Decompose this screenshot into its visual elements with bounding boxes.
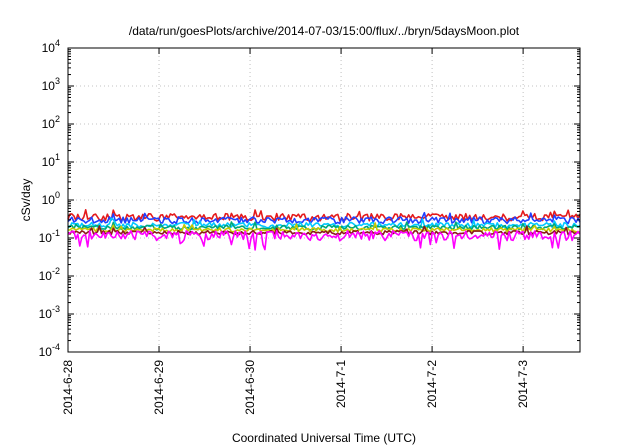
y-tick-label: 10-2	[39, 266, 60, 283]
y-tick-label: 102	[42, 114, 60, 131]
y-axis-label: cSv/day	[19, 179, 33, 222]
y-tick-label: 10-1	[39, 228, 60, 245]
x-tick-labels: 2014-6-28 2014-6-29 2014-6-30 2014-7-1 2014-…	[61, 360, 530, 415]
x-axis-label: Coordinated Universal Time (UTC)	[232, 431, 416, 445]
x-tick-label: 2014-7-1	[334, 360, 348, 408]
y-tick-label: 10-3	[39, 304, 60, 321]
series-line	[67, 222, 581, 233]
y-tick-label: 103	[42, 76, 60, 93]
x-tick-label: 2014-7-3	[516, 360, 530, 408]
series-line	[67, 229, 581, 251]
x-tick-label: 2014-6-30	[243, 360, 257, 415]
y-tick-label: 10-4	[39, 342, 60, 359]
x-tick-label: 2014-6-28	[61, 360, 75, 415]
y-tick-label: 104	[42, 38, 60, 55]
x-tick-label: 2014-6-29	[152, 360, 166, 415]
y-tick-labels: 10-4 10-3 10-2 10-1 100 101 102 103 104	[39, 38, 60, 359]
series-line	[67, 221, 581, 231]
grid-lines	[67, 48, 580, 352]
y-tick-label: 101	[42, 152, 60, 169]
y-tick-label: 100	[42, 190, 60, 207]
x-tick-label: 2014-7-2	[425, 360, 439, 408]
chart-title: /data/run/goesPlots/archive/2014-07-03/1…	[129, 24, 520, 38]
axis-ticks	[67, 47, 580, 353]
series-line	[67, 211, 581, 225]
series-group	[67, 209, 581, 251]
